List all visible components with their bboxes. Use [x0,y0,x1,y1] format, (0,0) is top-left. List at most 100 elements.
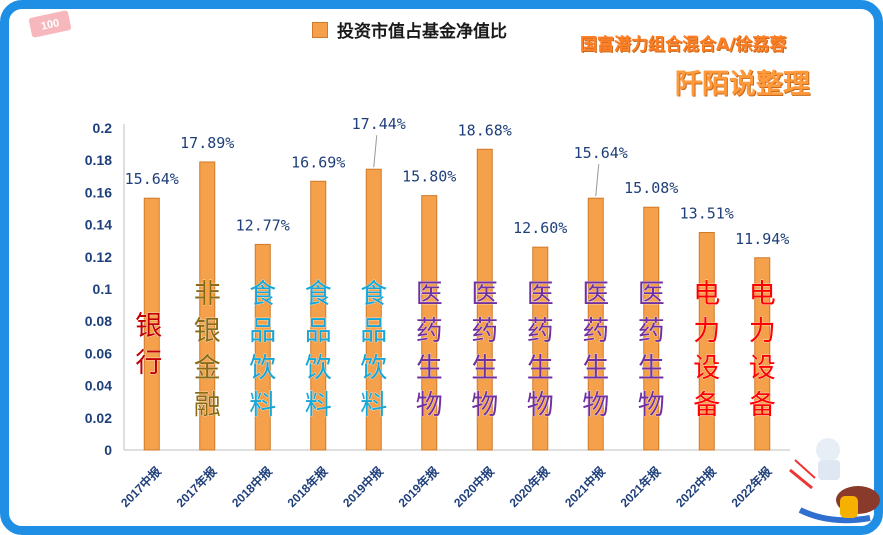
leader-line [373,135,378,168]
legend-label: 投资市值占基金净值比 [337,22,507,42]
x-tick-label: 2018中报 [228,464,274,510]
industry-label-char: 料 [360,390,387,421]
bar [754,257,771,451]
x-tick-label: 2021年报 [617,464,663,510]
industry-label-char: 料 [305,390,332,421]
x-tick-label: 2021中报 [561,464,607,510]
bar [421,195,438,451]
bar [143,197,160,451]
industry-label-char: 电 [749,279,776,310]
industry-label-char: 设 [749,353,776,384]
industry-label-char: 品 [305,316,332,347]
y-tick-label: 0.16 [85,184,112,200]
industry-label-char: 力 [693,316,720,347]
data-label: 17.89% [180,134,234,152]
bar [310,180,327,451]
industry-label-char: 饮 [360,353,387,384]
badge-100-icon: 100 [28,10,72,38]
industry-label-char: 医 [471,279,498,310]
y-tick-label: 0.04 [85,378,112,394]
industry-label-char: 物 [527,390,554,421]
data-label: 15.64% [574,144,628,162]
industry-label-char: 力 [749,316,776,347]
industry-label-char: 药 [416,316,443,347]
leader-line [595,164,600,197]
industry-label-char: 饮 [249,353,276,384]
data-label: 15.64% [125,170,179,188]
industry-label-char: 银 [194,316,221,347]
industry-label-char: 设 [693,353,720,384]
legend: 投资市值占基金净值比 [312,17,507,42]
x-tick-label: 2018年报 [284,464,330,510]
industry-label-char: 行 [135,348,162,379]
y-tick-label: 0 [104,442,112,458]
data-label: 13.51% [680,204,734,222]
bar [698,231,715,451]
x-tick-label: 2017年报 [173,464,219,510]
industry-label-char: 物 [471,390,498,421]
bar [254,243,271,451]
industry-label-char: 物 [416,390,443,421]
x-tick-label: 2019年报 [395,464,441,510]
industry-label-char: 生 [471,353,498,384]
industry-label-char: 药 [582,316,609,347]
industry-label-char: 备 [693,390,720,421]
data-label: 18.68% [458,121,512,139]
cartoon-figure-icon [789,438,880,524]
bar [643,206,660,451]
data-label: 15.80% [402,168,456,186]
x-tick-label: 2017中报 [117,464,163,510]
industry-label-char: 料 [249,390,276,421]
y-tick-label: 0.06 [85,345,112,361]
bar [365,168,382,451]
x-tick-label: 2022年报 [728,464,774,510]
badge-text: 100 [40,17,60,33]
industry-label-char: 物 [582,390,609,421]
industry-label-char: 药 [527,316,554,347]
data-label: 15.08% [624,179,678,197]
y-tick-label: 0.18 [85,152,112,168]
industry-label-char: 品 [249,316,276,347]
industry-label-char: 银 [135,311,162,342]
x-tick-label: 2022中报 [672,464,718,510]
y-tick-label: 0.12 [85,249,112,265]
industry-label-char: 食 [305,279,332,310]
y-tick-label: 0.02 [85,410,112,426]
bar [587,197,604,451]
y-tick-label: 0.1 [93,281,113,297]
industry-label-char: 备 [749,390,776,421]
data-labels: 15.64%17.89%12.77%16.69%17.44%15.80%18.6… [125,115,790,248]
x-tick-label: 2020年报 [506,464,552,510]
industry-label-char: 医 [527,279,554,310]
bar [199,161,216,451]
y-tick-label: 0.08 [85,313,112,329]
x-tick-label: 2019中报 [339,464,385,510]
bars [143,148,771,451]
industry-label-char: 生 [638,353,665,384]
y-tick-label: 0.2 [93,120,113,136]
industry-label-char: 药 [638,316,665,347]
industry-label-char: 饮 [305,353,332,384]
industry-label-char: 电 [693,279,720,310]
data-label: 12.60% [513,219,567,237]
industry-label-char: 食 [360,279,387,310]
industry-label-char: 医 [638,279,665,310]
author-caption: 阡陌说整理 [675,69,810,100]
legend-swatch-icon [312,21,328,38]
industry-label-char: 医 [416,279,443,310]
industry-label-char: 药 [471,316,498,347]
industry-label-char: 食 [249,279,276,310]
bar [532,246,549,451]
data-label: 12.77% [236,216,290,234]
data-label: 16.69% [291,153,345,171]
industry-label-char: 生 [416,353,443,384]
industry-label-char: 品 [360,316,387,347]
bar [476,148,493,451]
x-tick-label: 2020中报 [450,464,496,510]
industry-label-char: 融 [194,390,221,421]
industry-label-char: 生 [582,353,609,384]
data-label: 17.44% [352,115,406,133]
industry-label-char: 医 [582,279,609,310]
